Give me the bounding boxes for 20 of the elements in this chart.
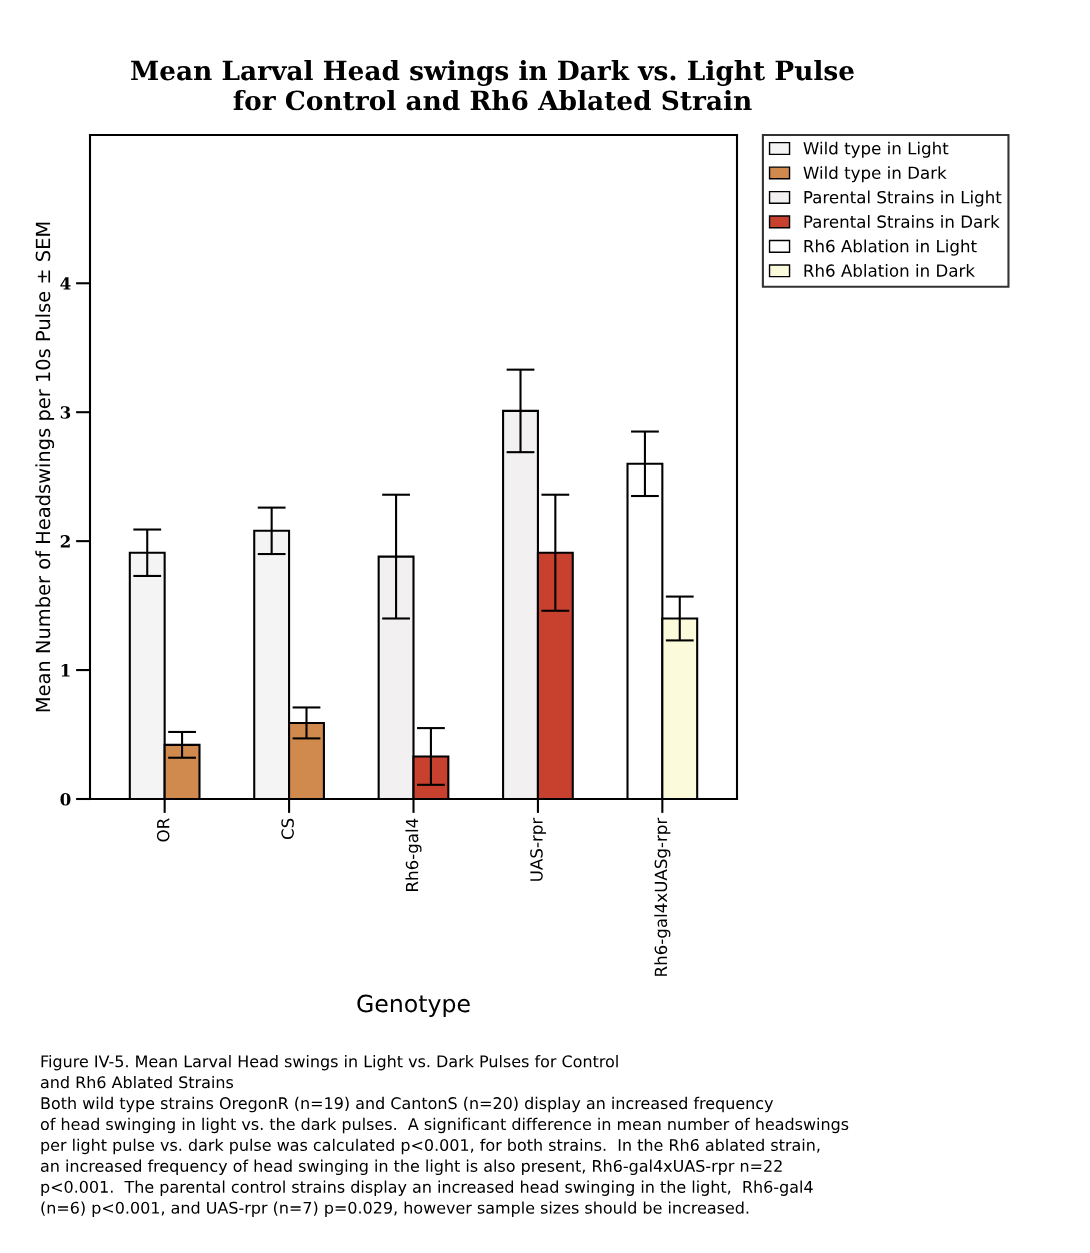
x-tick-label: OR	[156, 818, 170, 842]
y-tick-label: 4	[60, 277, 71, 290]
chart-title: Mean Larval Head swings in Dark vs. Light Pulse for Control and Rh6 Ablated Strain	[131, 60, 854, 111]
y-tick-label: 1	[61, 664, 70, 677]
y-axis-title: Mean Number of Headswings per 10s Pulse ± SEM	[35, 222, 55, 712]
x-tick-label: CS	[281, 818, 294, 840]
y-tick-label: 2	[60, 535, 70, 548]
x-tick-label: Rh6-gal4	[405, 818, 422, 891]
legend-label: Rh6 Ablation in Dark	[804, 263, 975, 277]
legend-label: Rh6 Ablation in Light	[804, 239, 977, 256]
y-tick-label: 3	[60, 406, 71, 419]
y-tick-label: 0	[60, 792, 71, 806]
x-tick-label: UAS-rpr	[530, 817, 546, 881]
legend-label: Parental Strains in Light	[804, 190, 1002, 207]
x-tick-label: Rh6-gal4xUASg-rpr	[654, 817, 671, 976]
text: Figure IV-5. Mean Larval Head swings in Light vs. Dark Pulses for Control and Rh6 Ablated Strains Both wild type strains OregonR (n=19) and CantonS (n=20) display an increased frequency of head swinging in light vs. the dark pulses. A significant difference in mean number of headswings per light pulse vs. dark pulse was calculated p<0.001, for both strains. In the Rh6 ablated strain, an increased frequency of head swinging in the light is also present, Rh6-gal4xUAS-rpr n=22 p<0.001. The parental control strains display an increased head swinging in the light, Rh6-gal4 (n=6) p<0.001, and UAS-rpr (n=7) p=0.029, however sample sizes should be increased.	[40, 1055, 849, 1217]
legend-label: Wild type in Dark	[803, 166, 947, 183]
legend-label: Parental Strains in Dark	[804, 215, 1000, 228]
x-axis-title: Genotype	[357, 994, 470, 1017]
legend-label: Wild type in Light	[803, 141, 949, 158]
